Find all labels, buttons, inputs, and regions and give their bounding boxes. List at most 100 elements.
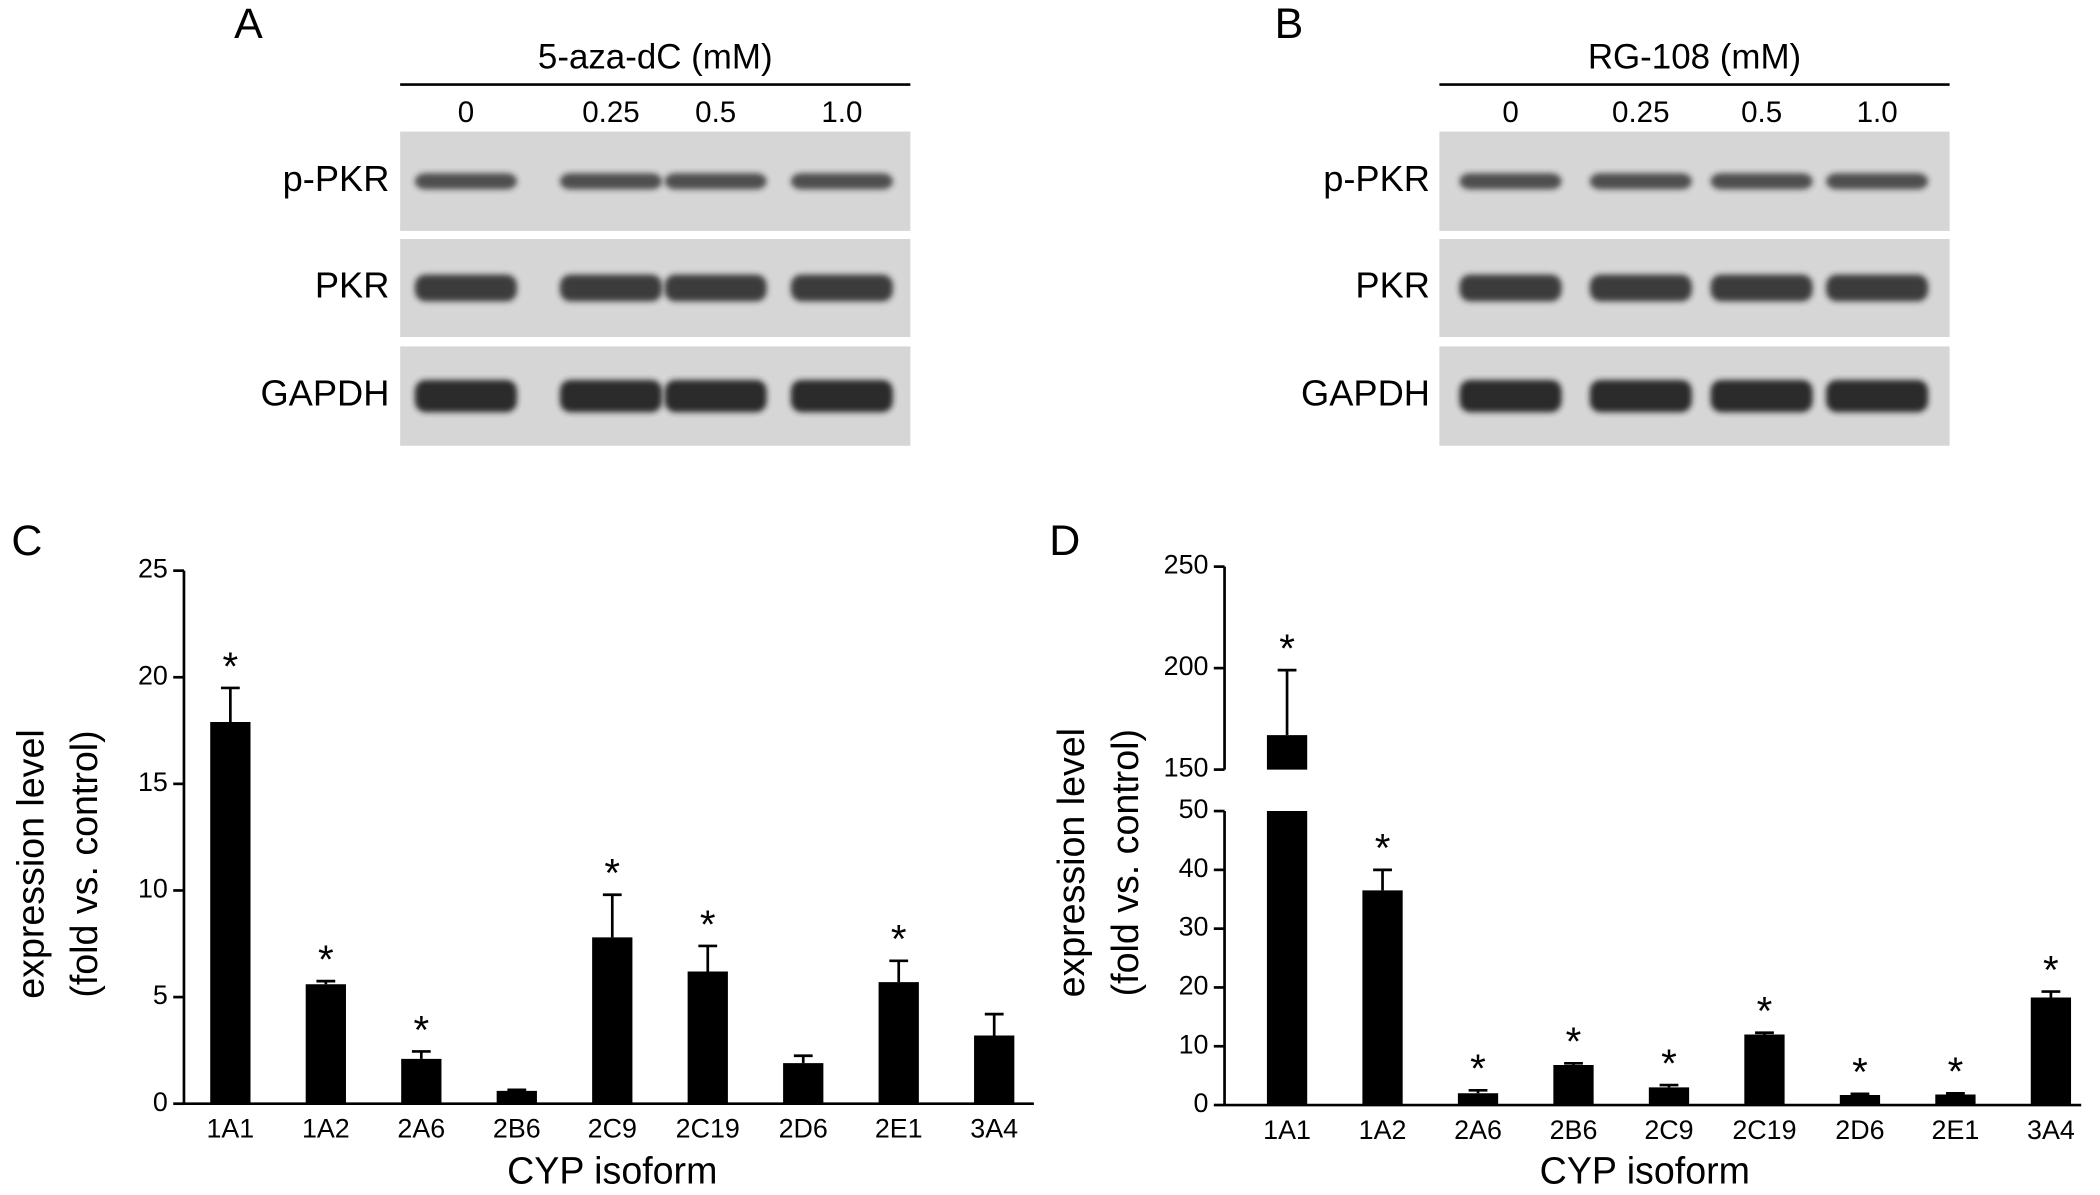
significance-mark: *	[1948, 1049, 1964, 1094]
significance-mark: *	[1279, 626, 1295, 671]
bar	[687, 971, 728, 1104]
significance-mark: *	[1470, 1046, 1486, 1091]
blot-band	[1459, 274, 1562, 302]
error-bar	[1564, 1061, 1583, 1066]
y-tick-label: 200	[1164, 651, 1209, 681]
y-tick-label: 0	[153, 1087, 168, 1117]
blot-band	[414, 379, 517, 413]
significance-mark: *	[318, 937, 334, 982]
error-bar	[698, 944, 718, 972]
x-tick-label: 2D6	[1835, 1115, 1884, 1145]
bar	[1648, 1087, 1690, 1106]
bar	[878, 982, 919, 1104]
blot-row-label: PKR	[1355, 265, 1430, 306]
blot-band	[559, 379, 662, 413]
x-tick-label: 2C9	[588, 1114, 637, 1144]
dose-label: 0	[1502, 96, 1518, 129]
dose-label: 0.5	[1741, 96, 1782, 129]
y-axis-title: (fold vs. control)	[63, 730, 105, 997]
y-axis-title: (fold vs. control)	[1104, 729, 1146, 996]
significance-mark: *	[1757, 989, 1773, 1034]
blot-row-label: GAPDH	[1301, 373, 1430, 414]
dose-label: 0.25	[582, 96, 639, 129]
blot-band	[1459, 379, 1562, 413]
y-tick-label: 30	[1179, 912, 1209, 942]
blot-band	[664, 173, 767, 190]
significance-mark: *	[413, 1007, 429, 1052]
significance-mark: *	[1375, 826, 1391, 871]
y-tick-label: 20	[1179, 971, 1209, 1001]
bar	[1839, 1095, 1881, 1106]
error-bar	[2041, 990, 2061, 998]
bar	[1266, 735, 1308, 1106]
error-bar	[602, 893, 622, 938]
error-bar	[411, 1050, 431, 1059]
blot-band	[559, 173, 662, 190]
blot-band	[1459, 173, 1562, 190]
x-tick-label: 3A4	[2027, 1115, 2075, 1145]
error-bar	[1850, 1092, 1870, 1096]
error-bar	[793, 1054, 813, 1064]
blot-band	[1710, 274, 1813, 302]
y-tick-label: 150	[1164, 753, 1209, 783]
x-tick-label: 2B6	[1550, 1115, 1598, 1145]
blot-row-label: p-PKR	[283, 158, 390, 199]
x-tick-label: 2A6	[1454, 1115, 1502, 1145]
x-tick-label: 1A2	[302, 1114, 350, 1144]
y-tick-label: 250	[1164, 550, 1209, 580]
x-tick-label: 2C19	[676, 1114, 740, 1144]
blot-band	[790, 379, 893, 413]
error-bar	[1468, 1088, 1488, 1094]
bar	[1553, 1065, 1594, 1106]
bar	[1362, 890, 1403, 1106]
y-tick-label: 15	[138, 767, 168, 797]
blot-band	[414, 274, 517, 302]
x-tick-label: 2D6	[779, 1114, 828, 1144]
x-tick-label: 2C9	[1644, 1115, 1693, 1145]
error-bar	[1373, 868, 1392, 891]
treatment-title: 5-aza-dC (mM)	[538, 37, 773, 76]
dose-label: 1.0	[821, 96, 862, 129]
dose-label: 0	[458, 96, 474, 129]
significance-mark: *	[700, 902, 716, 947]
error-bar	[1659, 1083, 1679, 1088]
error-bar	[507, 1088, 527, 1092]
x-tick-label: 2E1	[875, 1114, 923, 1144]
y-tick-label: 40	[1179, 853, 1209, 883]
error-bar	[889, 959, 909, 983]
x-axis-title: CYP isoform	[1540, 1149, 1750, 1191]
significance-mark: *	[1661, 1041, 1677, 1086]
x-tick-label: 2C19	[1732, 1115, 1796, 1145]
error-bar	[1946, 1091, 1965, 1095]
blot-band	[1826, 274, 1929, 302]
y-tick-label: 10	[138, 874, 168, 904]
dose-label: 1.0	[1857, 96, 1898, 129]
blot-band	[1826, 173, 1929, 190]
x-tick-label: 1A1	[1263, 1115, 1311, 1145]
x-tick-label: 2E1	[1932, 1115, 1980, 1145]
significance-mark: *	[1852, 1050, 1868, 1095]
error-bar	[220, 686, 240, 723]
bar	[592, 937, 633, 1104]
blot-band	[559, 274, 662, 302]
blot-row-label: PKR	[315, 265, 390, 306]
blot-row-label: p-PKR	[1323, 158, 1430, 199]
significance-mark: *	[223, 644, 239, 689]
x-axis-title: CYP isoform	[507, 1149, 717, 1191]
x-tick-label: 3A4	[970, 1114, 1018, 1144]
significance-mark: *	[2043, 947, 2059, 992]
x-tick-label: 1A1	[206, 1114, 254, 1144]
treatment-title: RG-108 (mM)	[1588, 37, 1801, 76]
bar	[1935, 1094, 1976, 1106]
bar	[2030, 997, 2072, 1106]
x-tick-label: 2A6	[397, 1114, 445, 1144]
blot-band	[664, 379, 767, 413]
bar	[974, 1035, 1015, 1104]
blot-band	[414, 173, 517, 190]
y-axis-title: expression level	[10, 729, 52, 998]
blot-band	[1589, 379, 1692, 413]
blot-band	[1710, 173, 1813, 190]
blot-band	[1826, 379, 1929, 413]
